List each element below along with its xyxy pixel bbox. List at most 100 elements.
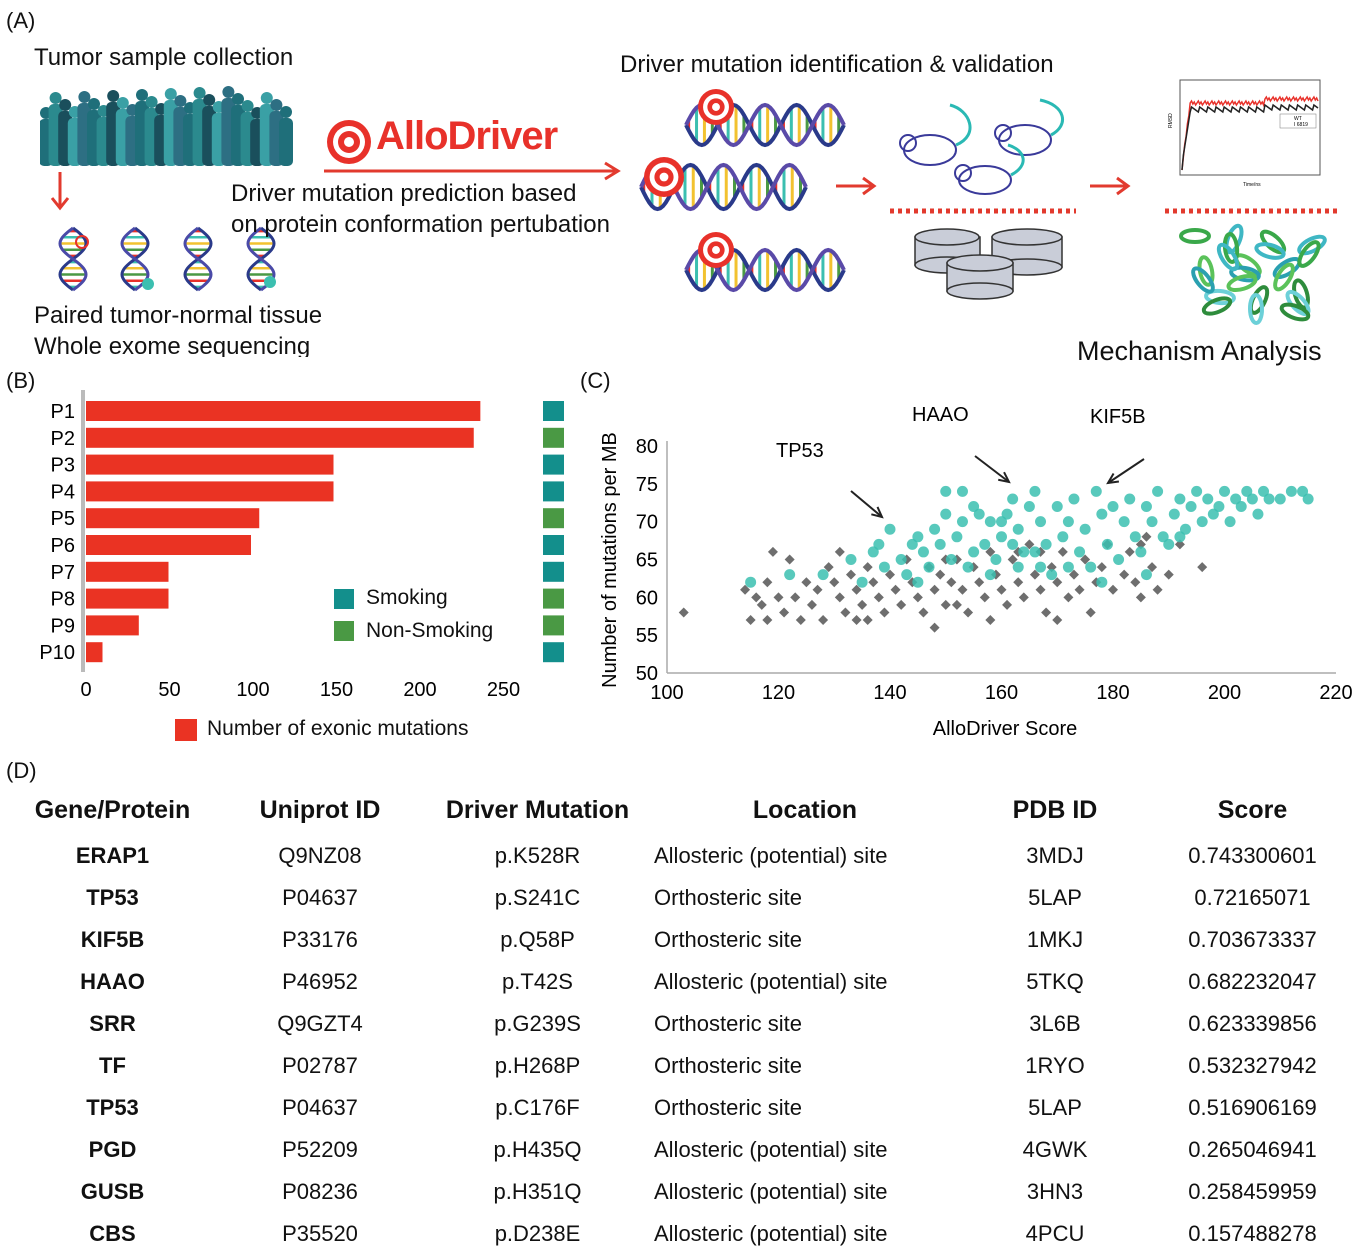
scatter-point-diamond xyxy=(1135,592,1146,603)
scatter-point-circle xyxy=(1074,546,1086,558)
x-tick-label: 160 xyxy=(985,682,1018,704)
scatter-point-diamond xyxy=(678,607,689,618)
scatter-point-diamond xyxy=(946,577,957,588)
scatter-point-diamond xyxy=(773,592,784,603)
scatter-point-circle xyxy=(906,538,918,550)
bar xyxy=(86,481,334,502)
scatter-point-circle xyxy=(923,561,935,573)
scatter-point-diamond xyxy=(834,546,845,557)
table-cell: p.H268P xyxy=(494,1053,581,1078)
scatter-point-circle xyxy=(1101,538,1113,550)
table-header-row: Gene/Protein Uniprot ID Driver Mutation Loc… xyxy=(10,785,1355,835)
scatter-point-circle xyxy=(784,569,796,581)
scatter-point-circle xyxy=(1007,538,1019,550)
annotation-label: KIF5B xyxy=(1090,406,1146,428)
identification-title: Driver mutation identification & validat… xyxy=(620,51,1054,78)
table-row: SRR Q9GZT4 p.G239S Orthosteric site 3L6B 0.62… xyxy=(10,1003,1355,1045)
table-cell: 0.743300601 xyxy=(1188,843,1317,868)
table-header-cell: Score xyxy=(1217,795,1288,824)
table-cell: p.H351Q xyxy=(493,1179,582,1204)
driver-dna-illustration xyxy=(639,89,846,293)
mechanism-title: Mechanism Analysis xyxy=(1077,336,1322,366)
bar-category-label: P2 xyxy=(51,428,75,450)
scatter-point-circle xyxy=(1029,546,1041,558)
x-tick-label: 200 xyxy=(1208,682,1241,704)
panel-d-label: (D) xyxy=(6,758,37,783)
scatter-point-circle xyxy=(1258,485,1270,497)
scatter-point-circle xyxy=(984,516,996,528)
scatter-point-circle xyxy=(1129,531,1141,543)
y-tick-label: 75 xyxy=(636,474,658,496)
scatter-point-diamond xyxy=(806,599,817,610)
scatter-point-diamond xyxy=(1124,546,1135,557)
scatter-point-diamond xyxy=(885,569,895,580)
table-cell: PGD xyxy=(88,1137,137,1162)
scatter-point-diamond xyxy=(862,615,873,626)
scatter-point-circle xyxy=(1168,508,1180,520)
table-cell: 0.516906169 xyxy=(1188,1095,1317,1120)
scatter-point-diamond xyxy=(974,577,985,588)
bar-category-label: P3 xyxy=(51,455,75,477)
scatter-point-circle xyxy=(1263,493,1275,505)
scatter-point-circle xyxy=(1179,523,1191,535)
scatter-point-circle xyxy=(1163,538,1175,550)
scatter-point-circle xyxy=(1001,508,1013,520)
table-cell: Allosteric (potential) site xyxy=(654,969,888,994)
annotation-arrow xyxy=(974,455,1010,483)
x-tick-label: 250 xyxy=(487,679,520,701)
table-cell: P04637 xyxy=(282,1095,358,1120)
scatter-point-circle xyxy=(845,554,857,565)
scatter-point-circle xyxy=(873,538,885,550)
x-tick-label: 100 xyxy=(236,679,269,701)
table-cell: P04637 xyxy=(282,885,358,910)
bar-category-label: P1 xyxy=(51,401,75,423)
y-tick-label: 65 xyxy=(636,550,658,572)
x-tick-label: 120 xyxy=(762,682,795,704)
table-cell: p.C176F xyxy=(495,1095,580,1120)
scatter-point-diamond xyxy=(851,615,862,626)
bar xyxy=(86,508,260,529)
table-cell: KIF5B xyxy=(80,927,145,952)
right-arrow-icon xyxy=(324,161,621,181)
smoking-status-cell xyxy=(543,401,564,421)
down-arrow-icon xyxy=(50,172,70,211)
smoking-status-cell xyxy=(543,535,564,555)
scatter-point-diamond xyxy=(1174,539,1185,550)
mice-illustration xyxy=(899,98,1064,195)
scatter-point-diamond xyxy=(1002,599,1013,610)
table-cell: 5LAP xyxy=(1028,1095,1082,1120)
culture-dishes-illustration xyxy=(914,228,1063,300)
table-cell: 3L6B xyxy=(1029,1011,1081,1036)
table-cell: TP53 xyxy=(86,1095,139,1120)
scatter-point-circle xyxy=(990,554,1002,565)
collection-title: Tumor sample collection xyxy=(34,44,294,71)
legend-smoking-label: Smoking xyxy=(366,586,448,609)
table-row: TP53 P04637 p.S241C Orthosteric site 5LAP 0.7… xyxy=(10,877,1355,919)
x-tick-label: 200 xyxy=(403,679,436,701)
scatter-point-circle xyxy=(1012,523,1024,535)
bar xyxy=(86,454,334,475)
scatter-point-diamond xyxy=(762,615,773,626)
x-tick-label: 180 xyxy=(1096,682,1129,704)
scatter-point-circle xyxy=(1113,554,1125,565)
bar-category-label: P10 xyxy=(39,642,75,664)
y-tick-label: 80 xyxy=(636,436,658,458)
table-cell: TP53 xyxy=(86,885,139,910)
protein-structure-illustration xyxy=(1179,223,1327,325)
scatter-point-circle xyxy=(1235,501,1247,513)
scatter-point-diamond xyxy=(1041,607,1052,618)
scatter-point-circle xyxy=(745,576,757,588)
table-cell: Orthosteric site xyxy=(654,927,802,952)
scatter-point-circle xyxy=(1157,531,1169,543)
scatter-point-diamond xyxy=(985,546,996,557)
bar xyxy=(86,561,169,582)
annotation-arrowhead xyxy=(998,471,1011,484)
scatter-point-circle xyxy=(1191,485,1203,497)
scatter-point-diamond xyxy=(918,607,929,618)
scatter-point-circle xyxy=(1085,561,1097,573)
x-tick-label: 220 xyxy=(1319,682,1352,704)
scatter-point-circle xyxy=(968,546,980,558)
bar xyxy=(86,615,139,636)
table-cell: P33176 xyxy=(282,927,358,952)
annotation-arrow xyxy=(1107,458,1145,484)
